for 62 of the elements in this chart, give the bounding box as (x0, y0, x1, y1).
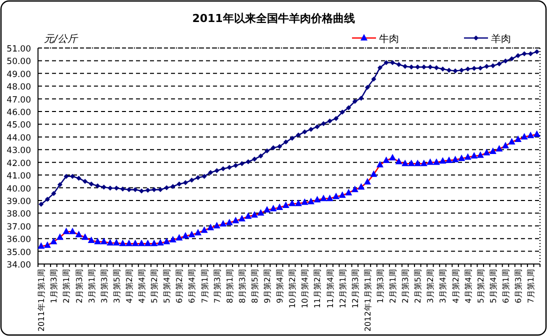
x-tick-label: 3月第2周 (426, 269, 436, 304)
x-tick-label: 2012年1月第1周 (363, 269, 372, 332)
y-tick-label: 40.00 (6, 184, 31, 194)
x-tick-label: 7月第3周 (212, 269, 222, 304)
x-tick-label: 1月第3周 (50, 269, 59, 304)
y-tick-label: 47.00 (6, 95, 31, 106)
x-tick-label: 7月第1周 (526, 269, 536, 304)
y-tick-label: 34.00 (6, 260, 31, 270)
x-tick-label: 5月第2周 (476, 269, 486, 304)
legend-label: 牛肉 (379, 33, 399, 45)
x-tick-label: 2月第1周 (62, 269, 72, 304)
y-tick-label: 39.00 (6, 196, 31, 207)
x-tick-label: 3月第5周 (112, 269, 122, 304)
x-tick-label: 9月第2周 (263, 269, 272, 304)
x-tick-label: 8月第5周 (250, 269, 260, 304)
x-tick-label: 2月第5周 (414, 269, 423, 304)
y-tick-label: 44.00 (6, 133, 31, 144)
y-tick-label: 45.00 (6, 120, 31, 131)
x-tick-label: 12月第1周 (338, 269, 348, 308)
x-tick-label: 11月第2周 (313, 269, 322, 308)
x-tick-label: 3月第4周 (438, 269, 448, 304)
x-tick-label: 1月第3周 (376, 269, 385, 304)
y-tick-label: 50.00 (6, 57, 31, 68)
x-tick-label: 2011年1月第1周 (37, 269, 46, 332)
y-tick-label: 46.00 (6, 108, 31, 118)
x-tick-label: 8月第3周 (238, 269, 247, 304)
x-tick-label: 6月第1周 (501, 269, 510, 304)
y-tick-label: 36.00 (6, 235, 31, 246)
x-tick-label: 12月第3周 (350, 269, 360, 308)
x-tick-label: 2月第3周 (401, 269, 410, 304)
x-tick-label: 6月第2周 (175, 269, 184, 304)
x-tick-label: 10月第4周 (300, 269, 310, 308)
y-tick-label: 35.00 (6, 248, 31, 258)
x-tick-label: 4月第4周 (138, 269, 147, 304)
y-axis-title: 元/公斤 (44, 33, 78, 45)
x-tick-label: 5月第2周 (150, 269, 160, 304)
x-tick-label: 10月第2周 (288, 269, 298, 308)
y-tick-label: 48.00 (6, 82, 31, 93)
x-tick-label: 2月第3周 (74, 269, 84, 304)
x-tick-label: 4月第4周 (464, 269, 473, 304)
x-tick-label: 5月第4周 (488, 269, 498, 304)
y-tick-label: 41.00 (6, 172, 31, 182)
legend-label: 羊肉 (491, 33, 511, 45)
y-tick-label: 38.00 (6, 210, 31, 220)
x-tick-label: 9月第4周 (276, 269, 285, 304)
x-tick-label: 11月第4周 (326, 269, 335, 308)
x-tick-label: 4月第2周 (124, 269, 134, 304)
y-tick-label: 49.00 (6, 70, 31, 80)
x-tick-label: 6月第4周 (188, 269, 197, 304)
x-tick-label: 5月第4周 (162, 269, 172, 304)
y-tick-label: 37.00 (6, 222, 31, 232)
y-tick-label: 42.00 (6, 158, 31, 169)
x-tick-label: 8月第1周 (225, 269, 234, 304)
y-tick-label: 51.00 (6, 44, 31, 54)
x-tick-label: 7月第1周 (200, 269, 210, 304)
x-tick-label: 2月第1周 (388, 269, 398, 304)
x-tick-label: 3月第1周 (87, 269, 96, 304)
chart-title: 2011年以来全国牛羊肉价格曲线 (192, 12, 355, 25)
x-tick-label: 3月第3周 (100, 269, 109, 304)
x-tick-label: 6月第3周 (514, 269, 524, 304)
y-tick-label: 43.00 (6, 146, 31, 156)
x-tick-label: 4月第2周 (451, 269, 460, 304)
